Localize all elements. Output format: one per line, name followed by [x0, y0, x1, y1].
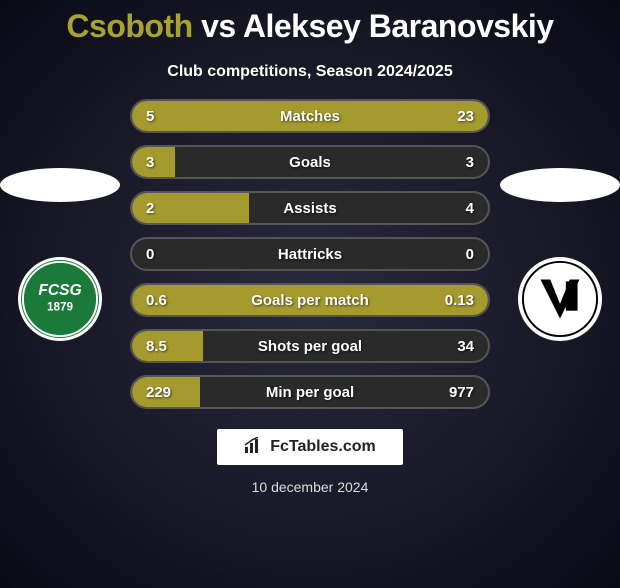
stat-left-value: 2 — [146, 200, 154, 217]
stat-label: Matches — [280, 108, 340, 125]
stat-bars-container: 5 Matches 23 3 Goals 3 2 Assists 4 0 Hattricks 0 0.6… — [130, 99, 490, 409]
stat-bar-left-fill — [132, 101, 196, 131]
stat-row: 2 Assists 4 — [130, 191, 490, 225]
stat-label: Goals — [289, 154, 331, 171]
stat-row: 5 Matches 23 — [130, 99, 490, 133]
stat-row: 0.6 Goals per match 0.13 — [130, 283, 490, 317]
stat-label: Assists — [283, 200, 336, 217]
date-text: 10 december 2024 — [0, 479, 620, 495]
stat-right-value: 4 — [466, 200, 474, 217]
stat-row: 229 Min per goal 977 — [130, 375, 490, 409]
stat-row: 3 Goals 3 — [130, 145, 490, 179]
player2-name: Aleksey Baranovskiy — [243, 8, 554, 44]
fcsg-badge-icon: FCSG 1879 — [21, 259, 99, 339]
left-badge-column: FCSG 1879 — [0, 168, 120, 341]
stat-right-value: 0 — [466, 246, 474, 263]
vsc-badge-icon — [521, 259, 599, 339]
stat-label: Min per goal — [266, 384, 354, 401]
branding-icon — [244, 437, 264, 458]
stat-label: Hattricks — [278, 246, 342, 263]
stat-row: 0 Hattricks 0 — [130, 237, 490, 271]
player1-name: Csoboth — [66, 8, 192, 44]
branding-badge: FcTables.com — [217, 429, 403, 465]
stat-left-value: 8.5 — [146, 338, 167, 355]
stat-right-value: 23 — [457, 108, 474, 125]
subtitle: Club competitions, Season 2024/2025 — [0, 63, 620, 81]
stat-right-value: 977 — [449, 384, 474, 401]
stat-bar-left-fill — [132, 331, 203, 361]
stat-left-value: 0.6 — [146, 292, 167, 309]
comparison-title: Csoboth vs Aleksey Baranovskiy — [0, 8, 620, 45]
stat-right-value: 34 — [457, 338, 474, 355]
stat-left-value: 5 — [146, 108, 154, 125]
stat-label: Goals per match — [251, 292, 369, 309]
right-club-badge — [518, 257, 602, 341]
right-badge-column — [500, 168, 620, 341]
branding-text: FcTables.com — [270, 438, 376, 456]
stat-row: 8.5 Shots per goal 34 — [130, 329, 490, 363]
stat-right-value: 3 — [466, 154, 474, 171]
stat-left-value: 0 — [146, 246, 154, 263]
left-club-badge: FCSG 1879 — [18, 257, 102, 341]
stat-bar-right-fill — [196, 101, 488, 131]
vs-text: vs — [201, 8, 236, 44]
stat-left-value: 3 — [146, 154, 154, 171]
stat-label: Shots per goal — [258, 338, 362, 355]
left-oval-decoration — [0, 168, 120, 202]
main-content: FCSG 1879 5 Matches 23 3 Goals 3 2 Assists 4 0 Hat… — [0, 99, 620, 409]
right-oval-decoration — [500, 168, 620, 202]
svg-text:1879: 1879 — [47, 300, 74, 313]
stat-right-value: 0.13 — [445, 292, 474, 309]
stat-left-value: 229 — [146, 384, 171, 401]
svg-text:FCSG: FCSG — [38, 282, 81, 299]
